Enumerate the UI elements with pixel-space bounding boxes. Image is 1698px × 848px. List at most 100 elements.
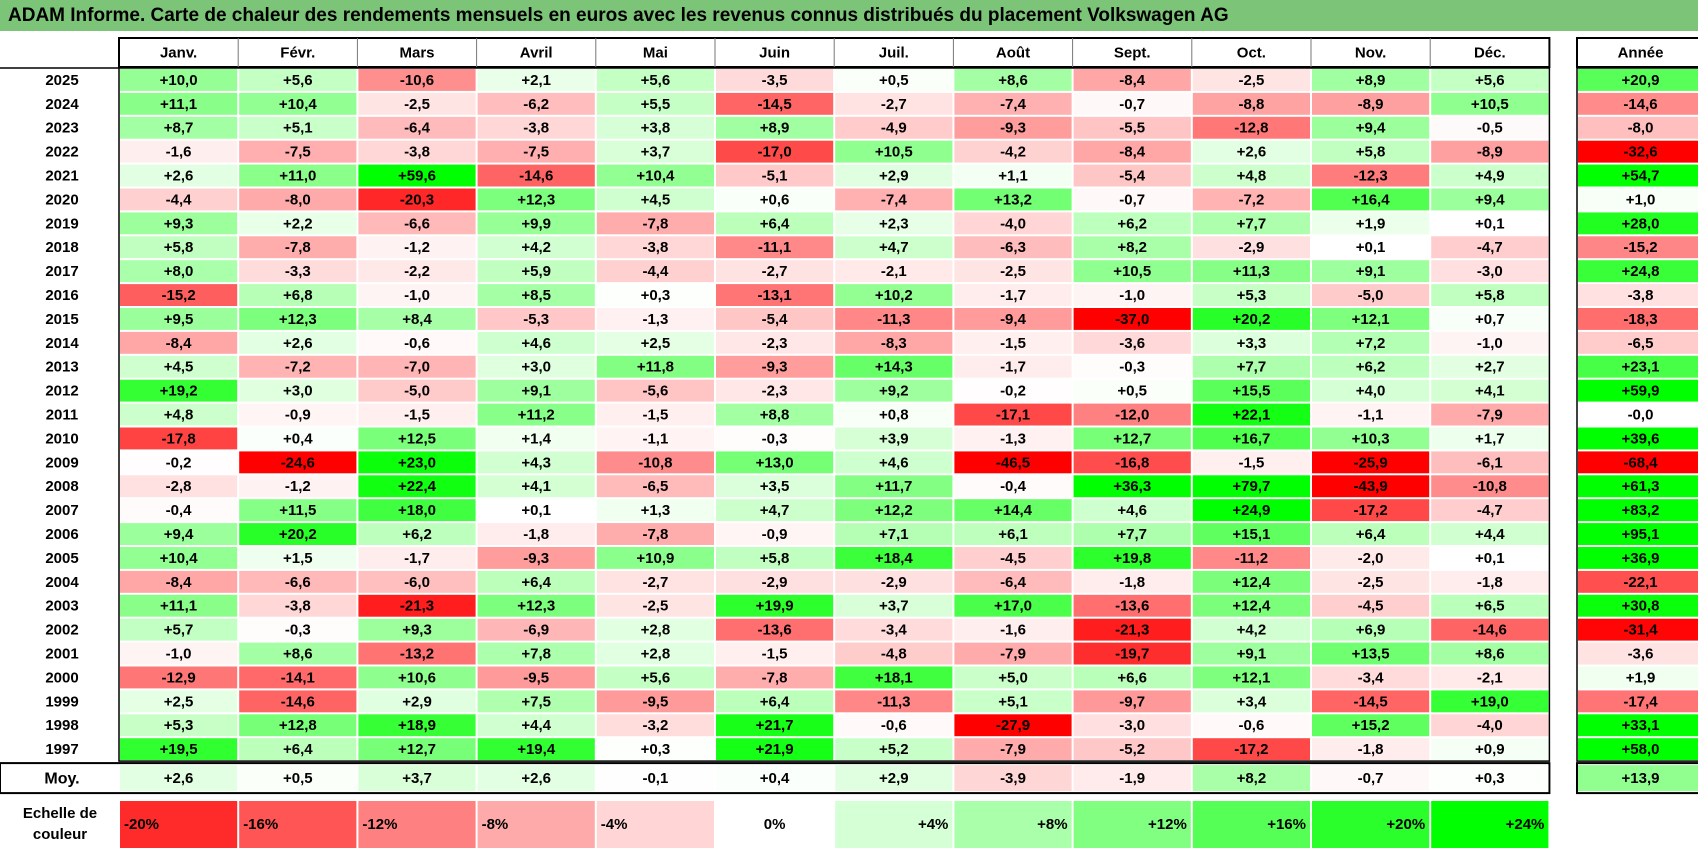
cell-value: +3,7 (879, 598, 909, 615)
heatmap-cell (835, 403, 953, 426)
cell-value: -6,5 (642, 478, 668, 495)
heatmap-cell (477, 570, 595, 593)
heatmap-cell (358, 666, 476, 689)
cell-value: -2,7 (762, 263, 788, 280)
cell-value: +5,8 (760, 550, 790, 567)
heatmap-cell (239, 188, 357, 211)
cell-value: +12,7 (1113, 430, 1151, 447)
average-cell (716, 765, 834, 792)
annual-value: +36,9 (1622, 550, 1660, 567)
heatmap-cell (596, 140, 714, 163)
average-value: +0,3 (1475, 770, 1505, 787)
year-label: 2019 (45, 215, 78, 232)
year-label: 2006 (45, 526, 78, 543)
heatmap-cell (835, 116, 953, 139)
cell-value: -0,9 (762, 526, 788, 543)
cell-value: +8,6 (283, 646, 313, 663)
month-header: Avril (520, 44, 553, 61)
cell-value: +3,5 (760, 478, 790, 495)
heatmap-cell (120, 690, 238, 713)
heatmap-cell (1312, 690, 1430, 713)
cell-value: +11,0 (279, 168, 316, 185)
average-annual-frame (1576, 762, 1698, 795)
heatmap-cell (716, 212, 834, 235)
cell-value: +17,0 (994, 598, 1032, 615)
cell-value: -4,7 (1477, 239, 1503, 256)
heatmap-cell (954, 164, 1072, 187)
heatmap-cell (835, 714, 953, 737)
heatmap-cell (1192, 690, 1310, 713)
heatmap-cell (1192, 69, 1310, 91)
year-label: 2003 (45, 598, 78, 615)
heatmap-cell (358, 284, 476, 306)
heatmap-cell (1431, 308, 1549, 330)
heatmap-cell (954, 260, 1072, 283)
heatmap-cell (1073, 427, 1191, 450)
month-header: Déc. (1474, 44, 1506, 61)
cell-value: +79,7 (1232, 478, 1270, 495)
cell-value: -0,3 (1119, 359, 1145, 376)
year-label: 2013 (45, 359, 78, 376)
cell-value: -6,4 (404, 120, 431, 137)
heatmap-cell (1431, 618, 1549, 641)
cell-value: -1,1 (1358, 407, 1384, 424)
heatmap-cell (358, 331, 476, 354)
cell-value: +19,9 (756, 598, 794, 615)
cell-value: +5,7 (164, 622, 194, 639)
heatmap-cell (239, 69, 357, 91)
heatmap-cell (835, 475, 953, 498)
heatmap-cell (835, 427, 953, 450)
cell-value: -4,5 (1000, 550, 1026, 567)
heatmap-cell (358, 499, 476, 522)
month-header: Sept. (1114, 44, 1151, 61)
heatmap-cell (477, 403, 595, 426)
year-label: 2008 (45, 478, 78, 495)
heatmap-cell (239, 666, 357, 689)
cell-value: -7,9 (1477, 407, 1503, 424)
heatmap-cell (1073, 284, 1191, 306)
annual-cell (1578, 642, 1698, 665)
heatmap-cell (1073, 164, 1191, 187)
cell-value: +19,8 (1113, 550, 1151, 567)
annual-cell (1578, 379, 1698, 402)
cell-value: -7,8 (762, 669, 788, 686)
cell-value: +0,5 (879, 72, 909, 89)
cell-value: +5,5 (641, 96, 671, 113)
cell-value: -7,8 (285, 239, 311, 256)
heatmap-cell (1431, 69, 1549, 91)
heatmap-cell (954, 738, 1072, 761)
heatmap-cell (1312, 260, 1430, 283)
year-label: 2009 (45, 454, 78, 471)
cell-value: +10,2 (875, 287, 913, 304)
heatmap-cell (716, 236, 834, 259)
year-label: 1997 (45, 741, 78, 758)
heatmap-cell (716, 164, 834, 187)
cell-value: +8,9 (760, 120, 790, 137)
cell-value: +2,6 (283, 335, 313, 352)
annual-value: -17,4 (1623, 693, 1658, 710)
heatmap-cell (358, 69, 476, 91)
year-label: 2022 (45, 144, 78, 161)
heatmap-cell (1192, 212, 1310, 235)
annual-cell (1578, 451, 1698, 474)
cell-value: -1,6 (1000, 622, 1026, 639)
average-value: +0,5 (283, 770, 313, 787)
cell-value: -11,1 (758, 239, 791, 256)
annual-value: -14,6 (1623, 96, 1657, 113)
heatmap-cell (1073, 69, 1191, 91)
heatmap-cell (1312, 69, 1430, 91)
heatmap-cell (835, 738, 953, 761)
heatmap-cell (1431, 714, 1549, 737)
cell-value: +10,3 (1352, 430, 1390, 447)
cell-value: +11,8 (637, 359, 674, 376)
cell-value: +7,5 (521, 693, 551, 710)
scale-value: +4% (918, 816, 948, 833)
heatmap-cell (596, 379, 714, 402)
cell-value: +9,4 (164, 526, 194, 543)
year-label: 2000 (45, 669, 78, 686)
heatmap-cell (716, 140, 834, 163)
cell-value: -8,4 (166, 574, 193, 591)
cell-value: +14,4 (994, 502, 1033, 519)
average-cell (358, 765, 476, 792)
cell-value: -2,9 (1238, 239, 1264, 256)
